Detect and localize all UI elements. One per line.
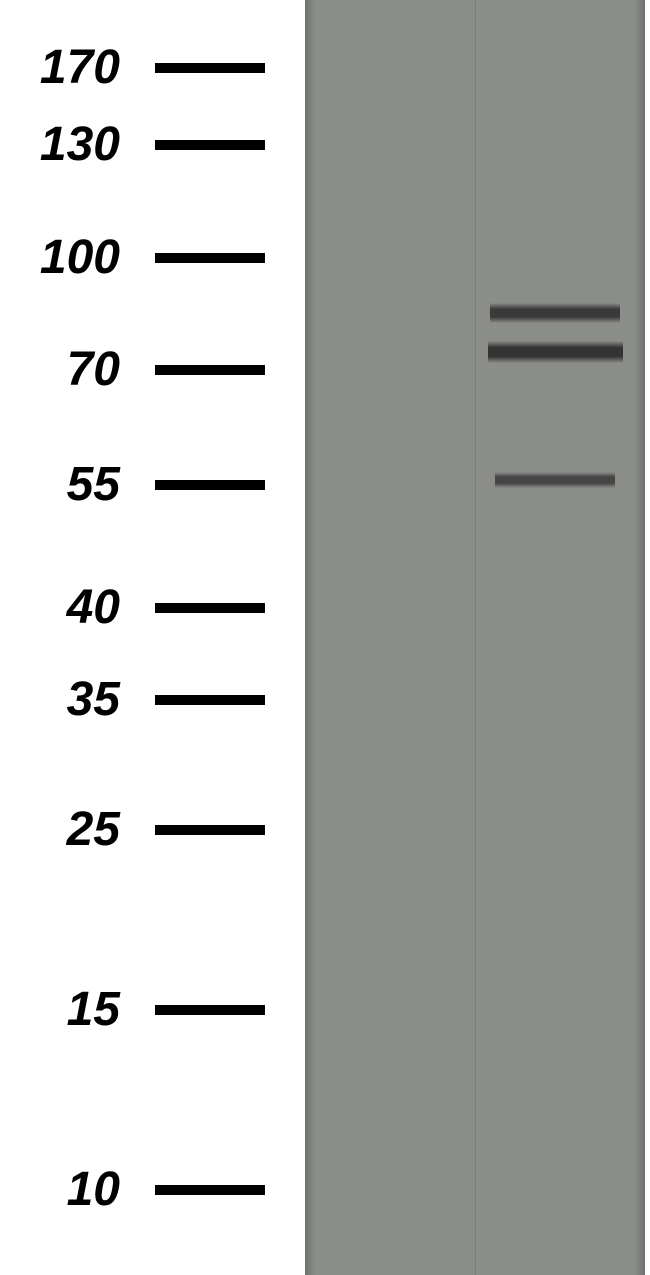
mw-marker-label: 100 [0, 234, 120, 282]
mw-marker-tick [155, 253, 265, 263]
lane-divider [475, 0, 476, 1275]
protein-band [495, 472, 615, 488]
mw-marker-tick [155, 1185, 265, 1195]
blot-membrane [305, 0, 645, 1275]
mw-marker-label: 25 [0, 806, 120, 854]
mw-ladder: 170 130 100 70 55 40 35 25 15 10 [0, 0, 300, 1275]
mw-marker-tick [155, 365, 265, 375]
western-blot-figure: 170 130 100 70 55 40 35 25 15 10 [0, 0, 650, 1275]
mw-marker-label: 10 [0, 1166, 120, 1214]
mw-marker-label: 170 [0, 44, 120, 92]
mw-marker-label: 55 [0, 461, 120, 509]
mw-marker-tick [155, 603, 265, 613]
mw-marker-label: 40 [0, 584, 120, 632]
mw-marker-tick [155, 825, 265, 835]
protein-band [488, 341, 623, 363]
mw-marker-label: 70 [0, 346, 120, 394]
mw-marker-tick [155, 140, 265, 150]
mw-marker-tick [155, 63, 265, 73]
mw-marker-label: 15 [0, 986, 120, 1034]
mw-marker-label: 130 [0, 121, 120, 169]
protein-band [490, 303, 620, 323]
mw-marker-label: 35 [0, 676, 120, 724]
mw-marker-tick [155, 1005, 265, 1015]
mw-marker-tick [155, 480, 265, 490]
mw-marker-tick [155, 695, 265, 705]
